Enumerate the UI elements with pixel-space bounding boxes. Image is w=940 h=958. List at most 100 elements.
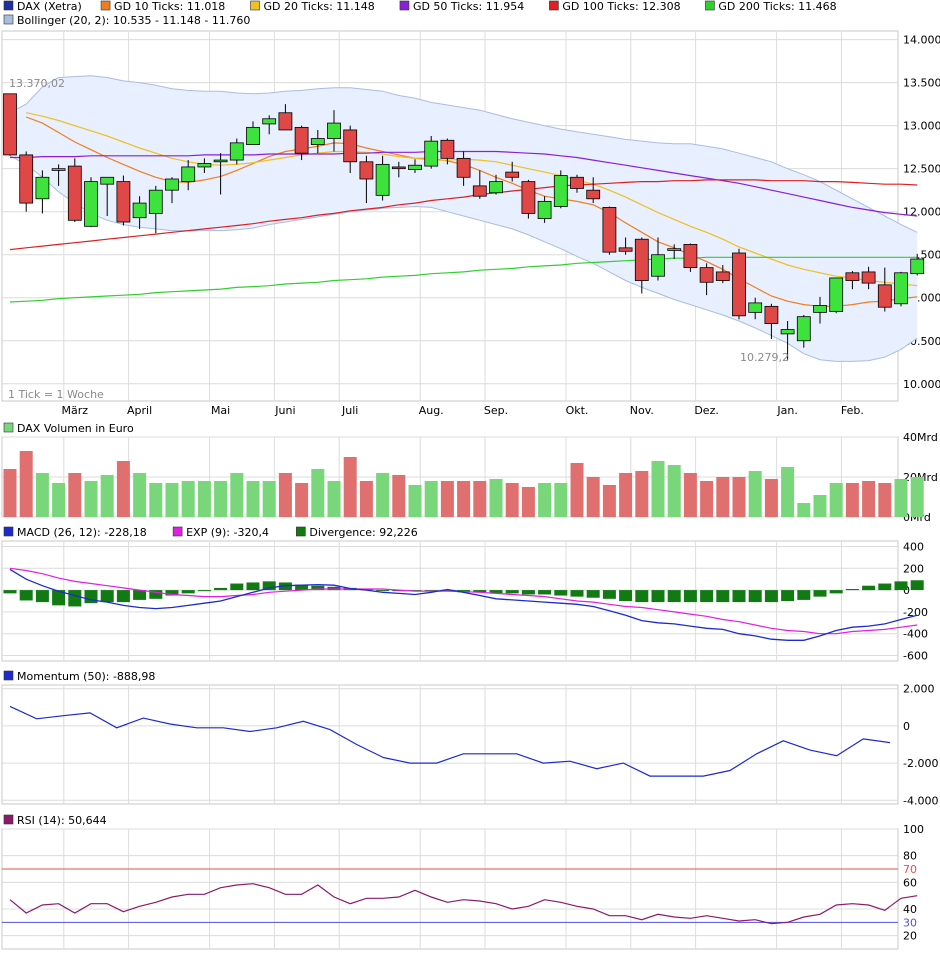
divergence-bar	[781, 590, 795, 601]
candle-body	[246, 126, 260, 145]
candle-body	[764, 305, 779, 324]
candle-body	[618, 247, 633, 252]
candle-body	[408, 164, 422, 170]
macd-tick-label: -200	[903, 606, 928, 619]
volume-bar	[376, 473, 390, 517]
candle-body	[651, 254, 665, 277]
volume-panel: DAX Volumen in Euro0Mrd20Mrd40Mrd	[1, 422, 938, 524]
divergence-bar	[311, 585, 325, 591]
divergence-bar	[489, 590, 503, 594]
gd20-line	[26, 112, 918, 287]
volume-bar	[635, 471, 649, 517]
volume-bar	[910, 477, 924, 517]
volume-bar	[359, 481, 373, 517]
divergence-bar	[619, 590, 633, 601]
candle-body	[327, 122, 341, 139]
legend-bollinger-swatch	[3, 14, 14, 25]
bollinger-lower-line	[9, 155, 918, 362]
candle-body	[197, 163, 212, 168]
volume-bar	[84, 481, 98, 517]
volume-bar	[165, 483, 179, 517]
divergence-bar	[505, 590, 519, 594]
volume-bar	[214, 481, 228, 517]
month-label: Juli	[341, 404, 358, 417]
volume-bar	[392, 475, 406, 517]
divergence-bar	[116, 590, 130, 603]
divergence-bar	[100, 590, 114, 603]
volume-bar	[845, 483, 859, 517]
month-label: Feb.	[841, 404, 864, 417]
candle-body	[51, 168, 66, 171]
divergence-bar	[700, 590, 714, 603]
month-label: Aug.	[419, 404, 444, 417]
divergence-bar	[473, 590, 487, 593]
divergence-bar	[84, 590, 98, 604]
macd-tick-label: -400	[903, 628, 928, 641]
divergence-bar	[35, 590, 49, 603]
divergence-bar	[376, 590, 390, 592]
volume-bar	[230, 473, 244, 517]
month-label: Dez.	[694, 404, 719, 417]
candle-body	[634, 238, 649, 281]
volume-bar	[732, 477, 746, 517]
candle-body	[910, 258, 925, 275]
candle-body	[586, 189, 601, 200]
candle-body	[181, 166, 196, 182]
legend-macd-label: EXP (9): -320,4	[186, 526, 269, 539]
volume-bar	[538, 483, 552, 517]
legend-macd-swatch	[3, 526, 14, 537]
divergence-bar	[538, 590, 552, 595]
candle-body	[343, 129, 358, 163]
candle-body	[796, 316, 811, 342]
legend-volume-swatch	[3, 422, 14, 433]
month-label: Nov.	[630, 404, 654, 417]
divergence-bar	[570, 590, 584, 597]
legend-label: GD 50 Ticks: 11.954	[413, 0, 524, 13]
candle-body	[213, 159, 228, 163]
momentum-line	[9, 705, 891, 777]
divergence-bar	[683, 590, 697, 603]
month-label: April	[127, 404, 152, 417]
momentum-plot-area	[1, 684, 899, 805]
candle-body	[310, 138, 325, 145]
legend-rsi-swatch	[3, 814, 14, 825]
price-panel: 10.00010.50011.00011.50012.00012.50013.0…	[1, 30, 940, 417]
candle-body	[262, 118, 277, 125]
legend-bollinger-label: Bollinger (20, 2): 10.535 - 11.148 - 11.…	[17, 14, 250, 27]
legend-volume-label: DAX Volumen in Euro	[17, 422, 134, 435]
divergence-bar	[797, 590, 811, 600]
candle-body	[570, 176, 584, 189]
candle-body	[780, 329, 795, 335]
candle-body	[359, 161, 374, 180]
candle-body	[813, 305, 827, 313]
candle-body	[456, 157, 471, 178]
volume-bar	[311, 469, 325, 517]
volume-bar	[100, 475, 114, 517]
rsi-tick-label: 100	[903, 823, 924, 836]
volume-bar	[116, 461, 130, 517]
bollinger-upper-line	[9, 75, 918, 233]
legend-label: GD 200 Ticks: 11.468	[718, 0, 836, 13]
volume-bar	[878, 483, 892, 517]
divergence-bar	[181, 590, 195, 594]
tick-note: 1 Tick = 1 Woche	[8, 388, 104, 401]
divergence-bar	[602, 590, 616, 599]
legend-swatch	[100, 0, 111, 11]
divergence-bar	[246, 582, 260, 591]
month-label: Okt.	[566, 404, 589, 417]
legend-swatch	[705, 0, 715, 11]
divergence-bar	[554, 590, 568, 596]
divergence-bar	[3, 590, 17, 594]
price-tick-label: 14.000	[903, 34, 940, 47]
volume-bar	[829, 483, 843, 517]
candle-body	[489, 181, 503, 194]
macd-line	[9, 568, 918, 641]
volume-bar	[424, 481, 438, 517]
volume-bar	[327, 481, 341, 517]
month-label: Mai	[211, 404, 230, 417]
legend-label: DAX (Xetra)	[17, 0, 82, 13]
gd100-line	[9, 179, 918, 251]
candle-body	[116, 181, 131, 223]
candle-body	[537, 200, 552, 219]
legend-swatch	[549, 0, 559, 11]
